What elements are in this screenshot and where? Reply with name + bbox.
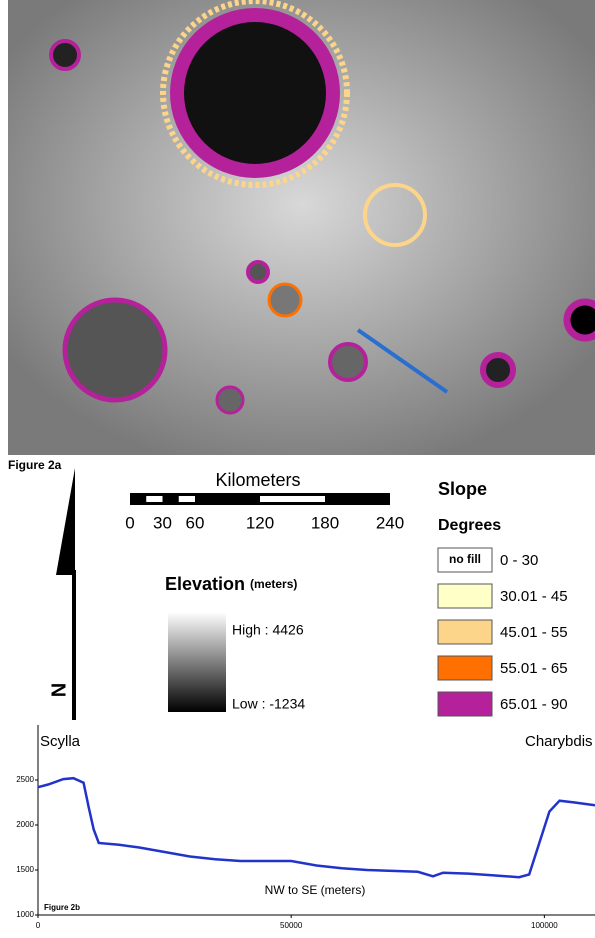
slope-swatch	[438, 692, 492, 716]
scale-segment	[179, 496, 195, 502]
slope-title: Slope	[438, 479, 487, 499]
x-axis-label: NW to SE (meters)	[265, 883, 366, 897]
slope-swatch	[438, 584, 492, 608]
scale-tick-label: 60	[186, 513, 205, 532]
y-tick-label: 1000	[16, 910, 34, 919]
scale-segment	[146, 496, 162, 502]
y-tick-label: 1500	[16, 865, 34, 874]
scale-bar: 0 30 60 120 180 240	[125, 493, 404, 532]
slope-label: 30.01 - 45	[500, 588, 568, 605]
swatch-text: no fill	[449, 552, 481, 566]
x-tick-label: 0	[36, 921, 41, 930]
elevation-title-text: Elevation	[165, 574, 245, 594]
elevation-title: Elevation (meters)	[165, 574, 297, 594]
slope-swatch	[438, 656, 492, 680]
elevation-unit: (meters)	[250, 577, 297, 591]
slope-subtitle: Degrees	[438, 517, 501, 534]
elevation-ramp	[168, 612, 226, 712]
profile-chart: 1000 1500 2000 2500 0 50000 100000 Scylla Charyb…	[16, 725, 595, 930]
x-tick-label: 50000	[280, 921, 303, 930]
scale-tick-label: 30	[153, 513, 172, 532]
annotation: Charybdis	[525, 733, 593, 750]
elevation-high: High : 4426	[232, 622, 304, 638]
y-tick-label: 2500	[16, 775, 34, 784]
slope-label: 0 - 30	[500, 552, 538, 569]
scale-title: Kilometers	[215, 470, 300, 490]
north-label: N	[48, 683, 70, 697]
north-arrow	[56, 468, 76, 720]
x-tick-label: 100000	[531, 921, 558, 930]
slope-label: 45.01 - 55	[500, 624, 568, 641]
profile-line	[38, 778, 595, 877]
figure-label: Figure 2b	[44, 903, 80, 912]
scale-tick-label: 180	[311, 513, 339, 532]
scale-tick-label: 0	[125, 513, 134, 532]
scale-tick-label: 240	[376, 513, 404, 532]
slope-label: 65.01 - 90	[500, 696, 568, 713]
figure-label: Figure 2a	[8, 458, 62, 472]
scale-tick-label: 120	[246, 513, 274, 532]
page: Figure 2a Kilometers 0 30 60 120 180 240 N El…	[0, 0, 595, 933]
figure: Figure 2a Kilometers 0 30 60 120 180 240 N El…	[0, 0, 595, 933]
slope-map	[8, 0, 595, 455]
slope-legend: no fill 0 - 30 30.01 - 45 45.01 - 55 55.01 -…	[438, 548, 568, 716]
slope-label: 55.01 - 65	[500, 660, 568, 677]
elevation-low: Low : -1234	[232, 696, 305, 712]
y-tick-label: 2000	[16, 820, 34, 829]
scale-segment	[260, 496, 325, 502]
slope-swatch	[438, 620, 492, 644]
annotation: Scylla	[40, 733, 81, 750]
